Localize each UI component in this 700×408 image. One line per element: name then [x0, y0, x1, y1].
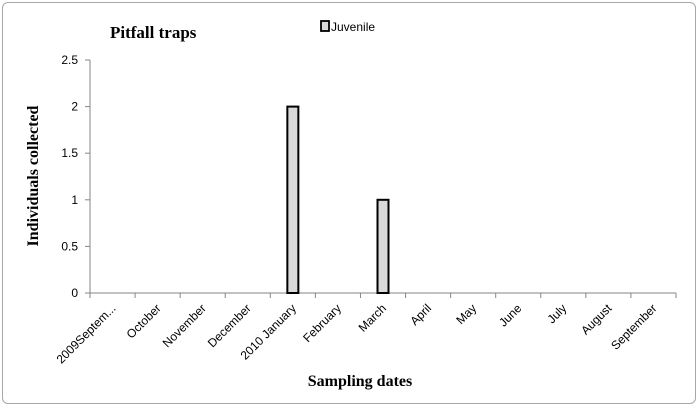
chart-title: Pitfall traps: [110, 23, 197, 42]
y-tick-label: 1.5: [61, 146, 78, 160]
legend: Juvenile: [320, 20, 375, 34]
x-axis-label: Sampling dates: [308, 373, 412, 390]
plot-area: 0 0.5 1 1.5 2 2.5 2009Septem... OctoberNovember…: [54, 53, 677, 366]
chart-frame: [2, 2, 696, 404]
x-tick-label: June: [496, 301, 525, 330]
y-axis-label: Individuals collected: [25, 105, 42, 246]
x-tick-label: November: [160, 301, 209, 350]
y-tick-label: 0.5: [61, 239, 78, 253]
x-tick-label: May: [453, 301, 479, 327]
x-tick-label: March: [356, 301, 389, 334]
y-tick-label: 1: [71, 193, 78, 207]
y-tick-label: 0: [71, 286, 78, 300]
legend-swatch-juvenile: [320, 20, 330, 32]
bar-juvenile: [286, 105, 300, 294]
x-tick-label: 2009Septem...: [54, 301, 119, 366]
bar-juvenile: [376, 198, 390, 294]
x-tick-label: July: [544, 301, 569, 326]
x-tick-label: August: [578, 301, 615, 338]
legend-label-juvenile: Juvenile: [331, 20, 375, 34]
x-tick-label: February: [300, 301, 344, 345]
x-tick-label: October: [124, 301, 164, 341]
y-tick-label: 2.5: [61, 53, 78, 67]
x-tick-label: September: [608, 301, 659, 352]
y-tick-label: 2: [71, 100, 78, 114]
x-tick-label: April: [407, 301, 434, 328]
